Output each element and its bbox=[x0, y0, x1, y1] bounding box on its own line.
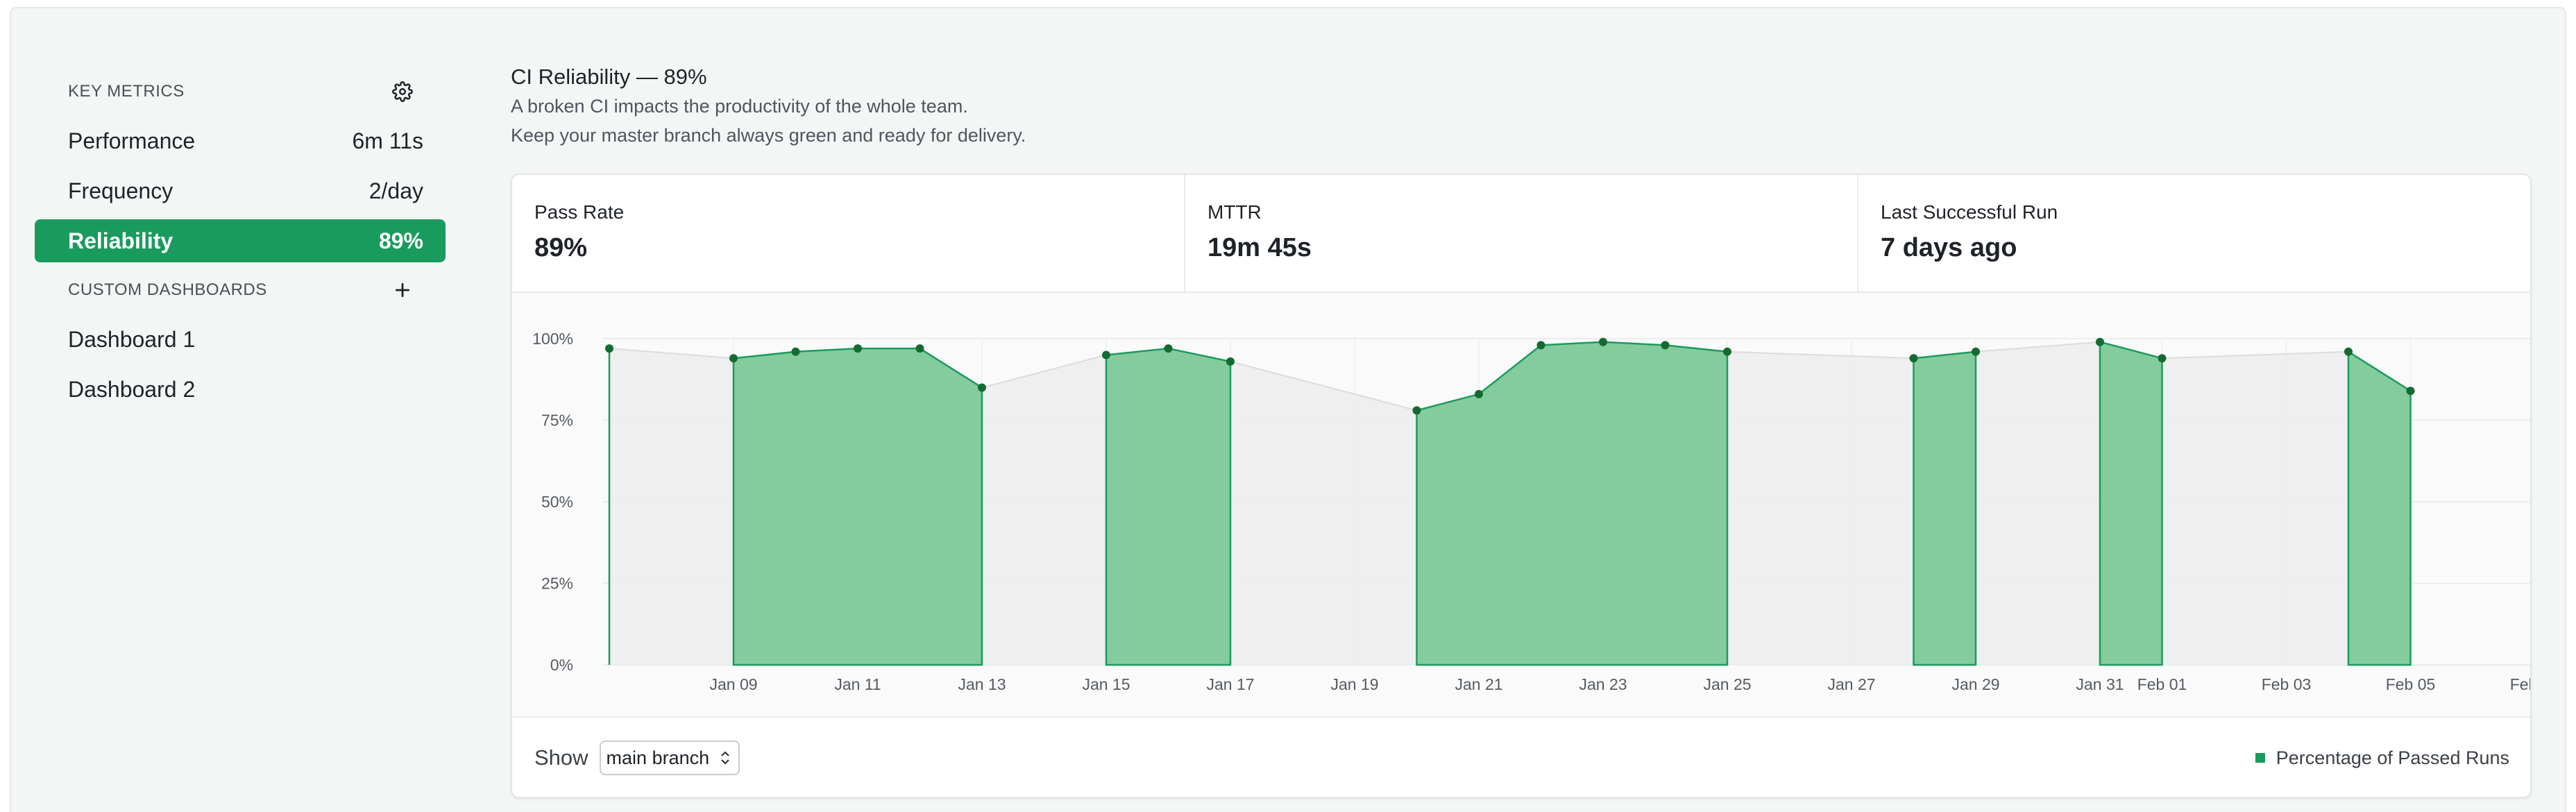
chart-legend: Percentage of Passed Runs bbox=[2255, 747, 2509, 769]
pass-rate-area bbox=[1105, 347, 1232, 666]
page-description-line-2: Keep your master branch always green and… bbox=[511, 125, 1026, 146]
x-tick-label: Jan 29 bbox=[1951, 675, 1999, 693]
data-point bbox=[2344, 347, 2353, 356]
data-point bbox=[1226, 357, 1235, 366]
x-tick-label: Jan 19 bbox=[1330, 675, 1378, 693]
sidebar-item-performance[interactable]: Performance 6m 11s bbox=[35, 119, 446, 162]
updown-chevron-icon bbox=[720, 750, 730, 766]
pass-rate-area bbox=[2347, 350, 2412, 666]
dashboard-label: Dashboard 2 bbox=[68, 376, 196, 402]
x-tick-label: Jan 09 bbox=[709, 675, 757, 693]
branch-filter: Show main branch bbox=[534, 741, 740, 775]
metric-value: 7 days ago bbox=[1881, 233, 2017, 262]
data-point bbox=[1972, 347, 1980, 356]
plus-icon[interactable] bbox=[382, 269, 423, 311]
data-point bbox=[978, 383, 986, 392]
sidebar-item-dashboard-1[interactable]: Dashboard 1 bbox=[35, 318, 446, 361]
x-tick-label: Jan 21 bbox=[1455, 675, 1502, 693]
x-tick-label: Feb 05 bbox=[2386, 675, 2436, 693]
pass-rate-area bbox=[1913, 350, 1977, 666]
reliability-chart: 0% 25% 50% 75% 100% Jan 09 Jan 11 Jan 13 Jan 15 J… bbox=[532, 330, 2530, 693]
x-tick-label: Jan 27 bbox=[1827, 675, 1875, 693]
data-point bbox=[1536, 341, 1545, 350]
dashboard-label: Dashboard 1 bbox=[68, 326, 196, 352]
x-tick-label: Jan 11 bbox=[834, 675, 881, 693]
data-point bbox=[915, 344, 924, 353]
data-point bbox=[2406, 387, 2415, 396]
x-tick-label: Feb 01 bbox=[2137, 675, 2187, 693]
metric-last-successful-run: Last Successful Run 7 days ago bbox=[1858, 175, 2530, 291]
gear-icon[interactable] bbox=[382, 71, 423, 112]
sidebar-item-label: Reliability bbox=[68, 228, 173, 253]
data-point bbox=[729, 354, 738, 363]
y-tick-label: 75% bbox=[541, 412, 573, 430]
metric-value: 89% bbox=[534, 233, 588, 262]
square-icon bbox=[2255, 753, 2265, 763]
data-point bbox=[1412, 406, 1421, 415]
x-tick-label: Feb 03 bbox=[2262, 675, 2312, 693]
data-point bbox=[605, 344, 613, 353]
custom-dashboards-header: CUSTOM DASHBOARDS bbox=[35, 269, 446, 311]
data-point bbox=[854, 344, 862, 353]
data-point bbox=[1661, 341, 1670, 350]
y-tick-label: 0% bbox=[550, 656, 573, 674]
sidebar-item-value: 6m 11s bbox=[352, 128, 423, 153]
sidebar: KEY METRICS Performance 6m 11s Frequency… bbox=[35, 71, 446, 411]
data-point bbox=[1599, 337, 1607, 346]
x-tick-label: Jan 25 bbox=[1703, 675, 1751, 693]
page-title: CI Reliability — 89% bbox=[511, 65, 707, 89]
x-tick-label: Jan 23 bbox=[1579, 675, 1627, 693]
app-frame: KEY METRICS Performance 6m 11s Frequency… bbox=[10, 7, 2566, 812]
pass-rate-area bbox=[732, 347, 983, 666]
chart-footer: Show main branch Percentage of Passed Ru… bbox=[512, 718, 2530, 797]
main-content: CI Reliability — 89% A broken CI impacts… bbox=[511, 62, 2532, 798]
x-tick-label: Jan 31 bbox=[2076, 675, 2124, 693]
pass-rate-area bbox=[1416, 341, 1729, 666]
data-point bbox=[1909, 354, 1918, 363]
branch-select-value: main branch bbox=[606, 747, 710, 768]
data-point bbox=[1723, 347, 1731, 356]
page-description-line-1: A broken CI impacts the productivity of … bbox=[511, 96, 968, 117]
x-tick-label: Jan 15 bbox=[1082, 675, 1130, 693]
branch-select[interactable]: main branch bbox=[599, 741, 740, 775]
metric-label: Last Successful Run bbox=[1881, 201, 2058, 223]
data-point bbox=[1164, 344, 1173, 353]
legend-label: Percentage of Passed Runs bbox=[2276, 747, 2509, 768]
chart-area: 0% 25% 50% 75% 100% Jan 09 Jan 11 Jan 13 Jan 15 J… bbox=[512, 293, 2530, 718]
data-point bbox=[2158, 354, 2167, 363]
sidebar-item-label: Performance bbox=[68, 128, 196, 153]
sidebar-item-dashboard-2[interactable]: Dashboard 2 bbox=[35, 368, 446, 411]
key-metrics-header: KEY METRICS bbox=[35, 71, 446, 112]
metrics-row: Pass Rate 89% MTTR 19m 45s Last Successf… bbox=[512, 175, 2530, 293]
custom-dashboards-title: CUSTOM DASHBOARDS bbox=[68, 280, 267, 299]
sidebar-item-label: Frequency bbox=[68, 178, 173, 203]
metric-pass-rate: Pass Rate 89% bbox=[512, 175, 1185, 291]
x-tick-label: Jan 13 bbox=[958, 675, 1006, 693]
data-point bbox=[1102, 350, 1110, 360]
pass-rate-area bbox=[2099, 341, 2163, 666]
data-point bbox=[1475, 389, 1483, 398]
sidebar-item-reliability[interactable]: Reliability 89% bbox=[35, 219, 446, 262]
sidebar-item-value: 2/day bbox=[368, 178, 423, 203]
metric-mttr: MTTR 19m 45s bbox=[1185, 175, 1858, 291]
x-tick-label: Feb 07 bbox=[2510, 675, 2530, 693]
x-tick-label: Jan 17 bbox=[1206, 675, 1254, 693]
data-point bbox=[791, 347, 800, 356]
metric-label: MTTR bbox=[1208, 201, 1262, 223]
key-metrics-title: KEY METRICS bbox=[68, 82, 185, 101]
sidebar-item-value: 89% bbox=[378, 228, 423, 253]
reliability-card: Pass Rate 89% MTTR 19m 45s Last Successf… bbox=[511, 174, 2532, 798]
y-tick-label: 100% bbox=[532, 330, 573, 348]
show-label: Show bbox=[534, 745, 588, 770]
metric-label: Pass Rate bbox=[534, 201, 625, 223]
sidebar-item-frequency[interactable]: Frequency 2/day bbox=[35, 169, 446, 212]
y-tick-label: 50% bbox=[541, 493, 573, 511]
y-tick-label: 25% bbox=[541, 575, 573, 593]
data-point bbox=[2096, 337, 2104, 346]
metric-value: 19m 45s bbox=[1208, 233, 1312, 262]
